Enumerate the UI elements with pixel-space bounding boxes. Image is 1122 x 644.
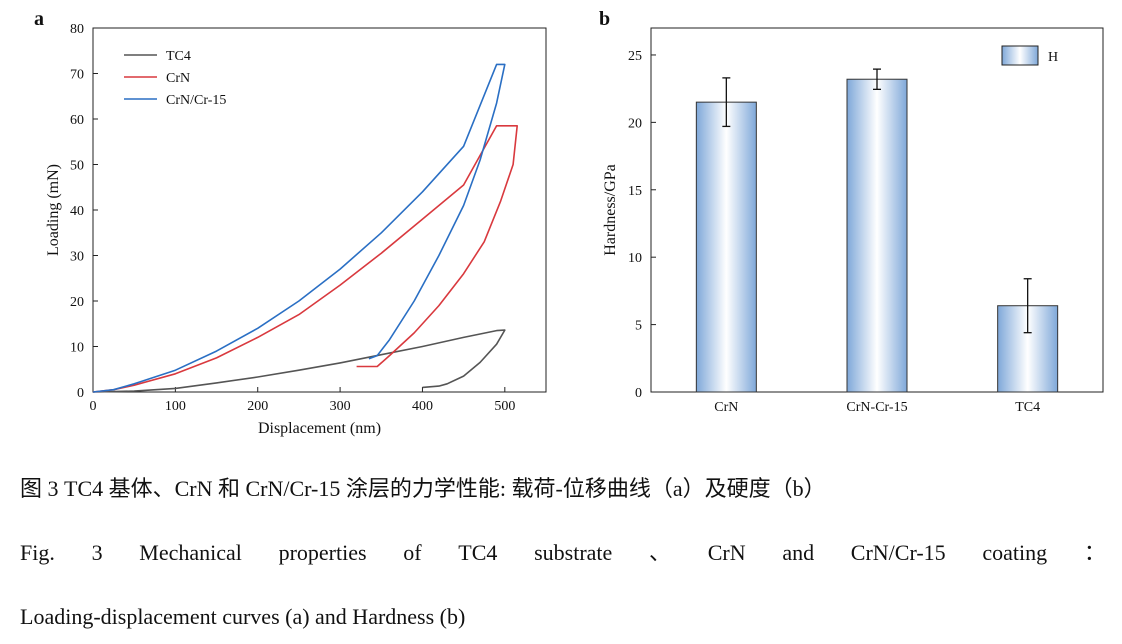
- axis-ticks-b: 0 5 10 15 20 25 CrN CrN-Cr-15 TC4: [628, 49, 1040, 415]
- caption-word: CrN/Cr-15: [850, 540, 946, 565]
- x-tick-label-a: 300: [330, 399, 351, 414]
- caption-word: 3: [91, 540, 103, 565]
- caption-chinese: 图 3 TC4 基体、CrN 和 CrN/Cr-15 涂层的力学性能: 载荷-位…: [20, 476, 826, 501]
- y-tick-label-a: 10: [70, 341, 84, 356]
- caption-english-line2: Loading-displacement curves (a) and Hard…: [20, 604, 466, 629]
- plot-frame-a: [92, 27, 547, 393]
- caption-word: and: [782, 540, 815, 565]
- caption-word: ：: [1083, 540, 1106, 565]
- x-tick-label-a: 200: [247, 399, 268, 414]
- y-tick-label-a: 20: [70, 295, 84, 310]
- y-tick-label-b: 5: [635, 319, 642, 334]
- bars-b: [695, 68, 1059, 393]
- caption-word: substrate: [534, 540, 613, 565]
- legend-swatch-h: [1001, 45, 1039, 66]
- x-tick-label-a: 500: [494, 399, 515, 414]
- y-tick-label-a: 50: [70, 159, 84, 174]
- y-tick-label-a: 60: [70, 113, 84, 128]
- bar-crn-cr-15: [846, 78, 908, 393]
- legend-label-a: TC4: [166, 49, 191, 64]
- x-tick-label-b: CrN: [714, 400, 738, 415]
- caption-word: Mechanical: [139, 540, 242, 565]
- x-tick-label-b: TC4: [1015, 400, 1040, 415]
- caption-word: properties: [278, 540, 367, 565]
- legend-a: TC4 CrN CrN/Cr-15: [124, 49, 226, 108]
- series-line-crn-cr-15: [92, 63, 506, 393]
- legend-label-a: CrN: [166, 71, 190, 86]
- series-lines-a: [92, 63, 519, 393]
- legend-label-a: CrN/Cr-15: [166, 93, 226, 108]
- x-axis-label-a: Displacement (nm): [258, 420, 381, 437]
- panel-label-a: a: [34, 8, 44, 30]
- y-tick-label-b: 15: [628, 184, 642, 199]
- y-tick-label-a: 80: [70, 22, 84, 37]
- caption-english-line1: Fig. 3 Mechanical properties of TC4 substrate 、…: [20, 542, 1106, 564]
- x-tick-label-a: 100: [165, 399, 186, 414]
- y-tick-label-a: 0: [77, 386, 84, 401]
- y-tick-label-a: 30: [70, 250, 84, 265]
- legend-b: H: [1001, 45, 1058, 66]
- caption-word: TC4: [458, 540, 498, 565]
- legend-label-h: H: [1048, 50, 1058, 65]
- caption-word: coating: [982, 540, 1048, 565]
- y-tick-label-b: 0: [635, 386, 642, 401]
- axis-ticks-a: 0 100 200 300 400 500 0 10 20 30 40 50 60 70 80: [70, 22, 515, 414]
- y-axis-label-b: Hardness/GPa: [602, 164, 619, 256]
- caption-word: CrN: [707, 540, 746, 565]
- hardness-chart: b 0 5 10 15 20 25 CrN CrN-Cr-15 TC4 Hardness/GPa…: [599, 8, 1104, 415]
- caption-word: of: [403, 540, 422, 565]
- y-tick-label-b: 20: [628, 116, 642, 131]
- x-tick-label-b: CrN-Cr-15: [846, 400, 907, 415]
- y-tick-label-b: 25: [628, 49, 642, 64]
- series-line-crn: [92, 125, 519, 393]
- panel-label-b: b: [599, 8, 610, 30]
- x-tick-label-a: 400: [412, 399, 433, 414]
- x-tick-label-a: 0: [90, 399, 97, 414]
- bar-crn: [695, 101, 757, 393]
- y-tick-label-a: 70: [70, 68, 84, 83]
- y-axis-label-a: Loading (mN): [45, 164, 62, 256]
- y-tick-label-b: 10: [628, 251, 642, 266]
- series-line-tc4: [92, 329, 506, 393]
- caption-word: Fig.: [20, 540, 55, 565]
- loading-displacement-chart: a 0 100 200 300 400 500 0 10 20 30 40 50 60 70 80 Disp…: [34, 8, 547, 437]
- y-tick-label-a: 40: [70, 204, 84, 219]
- caption-word: 、: [649, 540, 672, 565]
